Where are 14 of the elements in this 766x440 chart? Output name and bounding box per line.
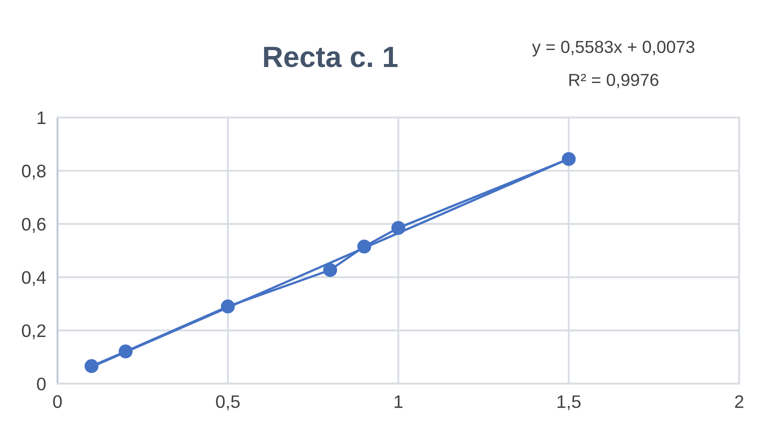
x-tick-label: 1,5 <box>558 395 581 410</box>
x-tick-label: 1 <box>394 395 402 408</box>
text: y = 0,5583x + 0,0073 <box>532 40 694 56</box>
text: R² = 0,9976 <box>569 74 658 88</box>
x-tick-label: 2 <box>735 395 744 408</box>
y-tick-label: 0,4 <box>22 271 46 286</box>
chart-title: Recta c. 1 <box>264 46 398 68</box>
y-tick-label: 0 <box>37 378 46 390</box>
y-tick-label: 1 <box>38 112 46 124</box>
y-tick-label: 0,2 <box>22 324 46 340</box>
x-tick-label: 0 <box>53 395 62 408</box>
x-tick-label: 0,5 <box>216 395 240 410</box>
y-tick-label: 0,8 <box>22 164 46 180</box>
y-tick-label: 0,6 <box>22 218 46 233</box>
